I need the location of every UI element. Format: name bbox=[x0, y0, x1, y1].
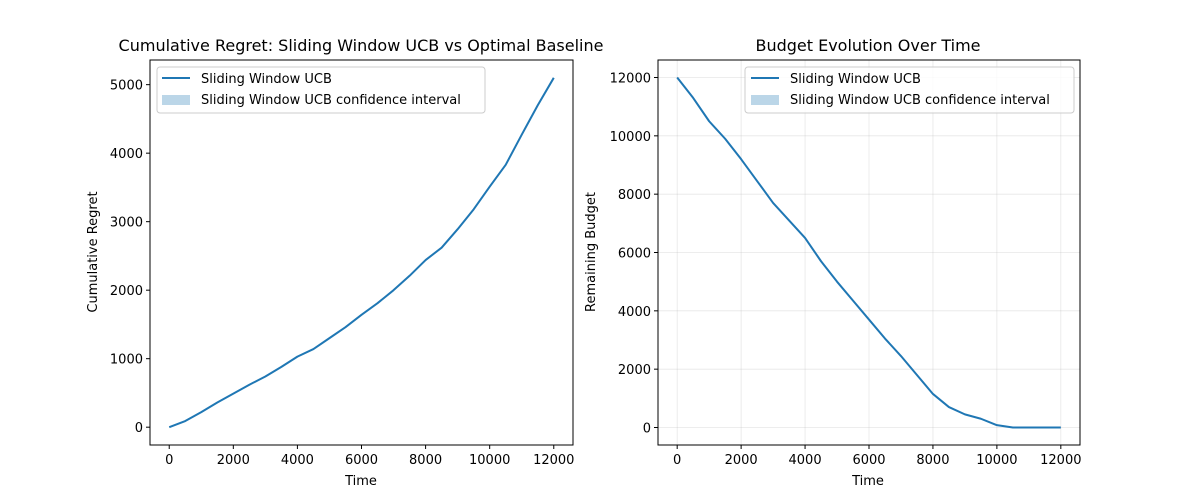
x-tick-label: 4000 bbox=[281, 453, 314, 468]
x-tick-label: 6000 bbox=[852, 453, 885, 468]
y-axis-label: Remaining Budget bbox=[584, 192, 599, 312]
x-tick-label: 0 bbox=[165, 453, 173, 468]
y-tick-label: 0 bbox=[135, 421, 143, 436]
chart-title: Cumulative Regret: Sliding Window UCB vs… bbox=[119, 36, 604, 55]
legend-entry-series: Sliding Window UCB bbox=[201, 72, 332, 87]
x-tick-label: 2000 bbox=[725, 453, 758, 468]
legend-patch-ci bbox=[162, 95, 190, 105]
x-tick-label: 2000 bbox=[217, 453, 250, 468]
x-tick-label: 0 bbox=[673, 453, 681, 468]
y-tick-label: 4000 bbox=[618, 305, 651, 320]
x-tick-label: 10000 bbox=[976, 453, 1017, 468]
legend-box bbox=[156, 66, 486, 114]
y-tick-label: 2000 bbox=[618, 363, 651, 378]
legend-entry-series: Sliding Window UCB bbox=[790, 72, 921, 87]
x-tick-label: 12000 bbox=[1040, 453, 1081, 468]
legend-box bbox=[744, 66, 1075, 114]
plot-frame bbox=[149, 59, 574, 446]
chart-title: Budget Evolution Over Time bbox=[755, 36, 980, 55]
y-tick-label: 12000 bbox=[610, 72, 651, 87]
y-tick-label: 3000 bbox=[110, 216, 143, 231]
y-tick-label: 10000 bbox=[610, 130, 651, 145]
legend-entry-ci: Sliding Window UCB confidence interval bbox=[790, 93, 1050, 108]
plot-frame bbox=[657, 59, 1081, 446]
y-tick-label: 2000 bbox=[110, 284, 143, 299]
chart-budget-evolution: Budget Evolution Over Time Time Remainin… bbox=[584, 36, 1081, 489]
legend-patch-ci bbox=[751, 95, 779, 105]
series-line bbox=[168, 77, 555, 429]
y-tick-label: 4000 bbox=[110, 147, 143, 162]
series-line bbox=[676, 76, 1061, 429]
y-axis-label: Cumulative Regret bbox=[86, 191, 101, 312]
x-tick-label: 4000 bbox=[789, 453, 822, 468]
x-tick-label: 10000 bbox=[469, 453, 510, 468]
y-tick-label: 8000 bbox=[618, 188, 651, 203]
x-axis-label: Time bbox=[851, 474, 884, 489]
y-tick-label: 5000 bbox=[110, 79, 143, 94]
x-axis-label: Time bbox=[344, 474, 377, 489]
x-tick-label: 8000 bbox=[409, 453, 442, 468]
x-tick-label: 12000 bbox=[533, 453, 574, 468]
legend: Sliding Window UCB Sliding Window UCB co… bbox=[156, 66, 486, 114]
x-tick-label: 8000 bbox=[916, 453, 949, 468]
y-tick-label: 1000 bbox=[110, 353, 143, 368]
legend-entry-ci: Sliding Window UCB confidence interval bbox=[201, 93, 461, 108]
chart-cumulative-regret: Cumulative Regret: Sliding Window UCB vs… bbox=[86, 36, 603, 489]
legend: Sliding Window UCB Sliding Window UCB co… bbox=[744, 66, 1075, 114]
y-tick-label: 6000 bbox=[618, 247, 651, 262]
x-tick-label: 6000 bbox=[345, 453, 378, 468]
y-tick-label: 0 bbox=[643, 422, 651, 437]
